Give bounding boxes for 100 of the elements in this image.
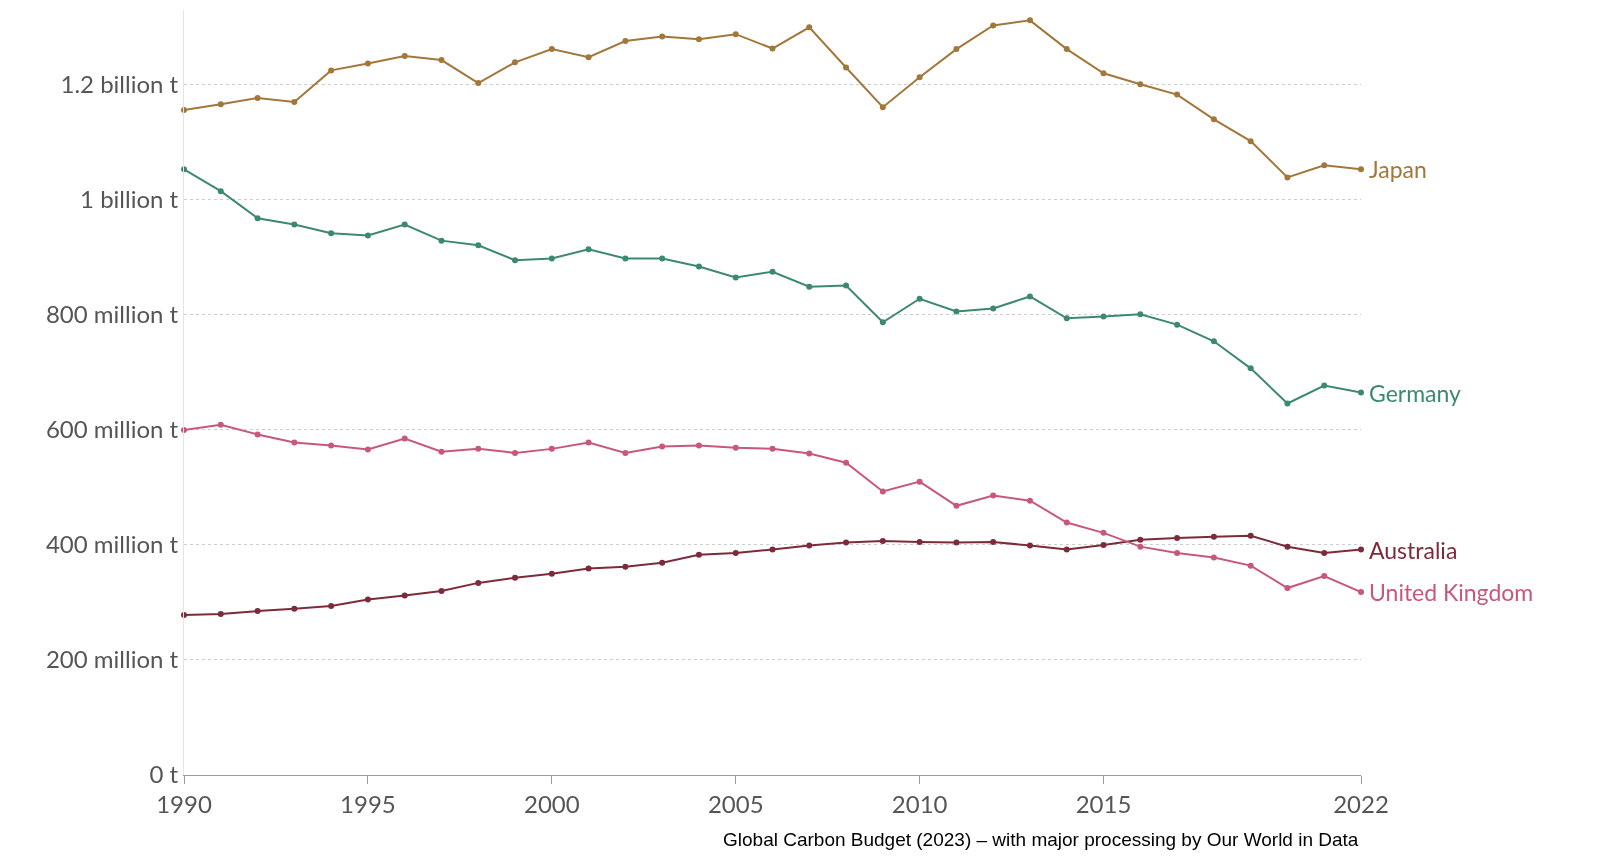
- point: [475, 579, 482, 586]
- point: [1026, 542, 1033, 549]
- point: [769, 445, 776, 452]
- point: [1174, 535, 1181, 542]
- point: [843, 459, 850, 466]
- series-label: Germany: [1369, 379, 1462, 407]
- point: [843, 539, 850, 546]
- x-tick-label: 2015: [1075, 788, 1132, 818]
- point: [990, 492, 997, 499]
- point: [953, 539, 960, 546]
- point: [622, 449, 629, 456]
- point: [1100, 529, 1107, 536]
- point: [1284, 400, 1291, 407]
- x-tick-label: 2000: [523, 788, 580, 818]
- point: [1284, 585, 1291, 592]
- point: [585, 439, 592, 446]
- point: [401, 221, 408, 228]
- y-tick-label: 400 million t: [45, 529, 179, 559]
- point: [659, 255, 666, 262]
- point: [512, 449, 519, 456]
- point: [1100, 70, 1107, 77]
- point: [1137, 311, 1144, 318]
- point: [953, 46, 960, 53]
- point: [1063, 546, 1070, 553]
- point: [364, 232, 371, 239]
- point: [291, 605, 298, 612]
- point: [879, 104, 886, 111]
- point: [291, 99, 298, 106]
- point: [695, 442, 702, 449]
- y-tick-label: 1 billion t: [80, 184, 179, 214]
- point: [328, 602, 335, 609]
- point: [1137, 536, 1144, 543]
- point: [659, 33, 666, 40]
- point: [364, 596, 371, 603]
- point: [1100, 541, 1107, 548]
- point: [659, 443, 666, 450]
- point: [843, 282, 850, 289]
- series-label: Japan: [1369, 155, 1427, 183]
- point: [1174, 91, 1181, 98]
- point: [1026, 17, 1033, 24]
- point: [990, 22, 997, 29]
- point: [1321, 162, 1328, 169]
- point: [806, 24, 813, 31]
- point: [916, 295, 923, 302]
- point: [732, 274, 739, 281]
- point: [291, 439, 298, 446]
- point: [401, 53, 408, 60]
- point: [879, 488, 886, 495]
- point: [254, 431, 261, 438]
- point: [879, 319, 886, 326]
- point: [328, 442, 335, 449]
- point: [916, 478, 923, 485]
- point: [181, 107, 187, 114]
- point: [475, 242, 482, 249]
- y-tick-label: 600 million t: [45, 414, 179, 444]
- point: [1174, 549, 1181, 556]
- point: [254, 215, 261, 222]
- text: Global Carbon Budget (2023) – with major processing by Our World in Data: [723, 829, 1359, 850]
- point: [364, 446, 371, 453]
- point: [181, 426, 187, 433]
- point: [401, 592, 408, 599]
- point: [1137, 81, 1144, 88]
- point: [732, 31, 739, 38]
- point: [695, 263, 702, 270]
- point: [364, 60, 371, 67]
- point: [548, 255, 555, 262]
- y-tick-label: 800 million t: [45, 299, 179, 329]
- point: [1358, 166, 1364, 173]
- point: [438, 448, 445, 455]
- point: [1026, 497, 1033, 504]
- point: [291, 221, 298, 228]
- point: [1247, 138, 1254, 145]
- series-label: Australia: [1369, 536, 1458, 564]
- x-tick-label: 2005: [707, 788, 764, 818]
- point: [475, 80, 482, 87]
- point: [953, 502, 960, 509]
- point: [695, 551, 702, 558]
- point: [1321, 572, 1328, 579]
- point: [217, 610, 224, 617]
- point: [585, 565, 592, 572]
- y-tick-label: 0 t: [149, 759, 179, 789]
- point: [769, 45, 776, 52]
- point: [1247, 562, 1254, 569]
- point: [328, 67, 335, 74]
- point: [769, 268, 776, 275]
- point: [953, 308, 960, 315]
- point: [806, 283, 813, 290]
- point: [990, 305, 997, 312]
- point: [1210, 338, 1217, 345]
- x-tick-label: 1995: [340, 788, 396, 818]
- point: [548, 445, 555, 452]
- point: [1321, 382, 1328, 389]
- point: [806, 542, 813, 549]
- y-tick-label: 200 million t: [45, 644, 179, 674]
- point: [512, 257, 519, 264]
- point: [548, 570, 555, 577]
- point: [1284, 543, 1291, 550]
- point: [732, 444, 739, 451]
- point: [585, 54, 592, 61]
- x-tick-label: 1990: [156, 788, 212, 818]
